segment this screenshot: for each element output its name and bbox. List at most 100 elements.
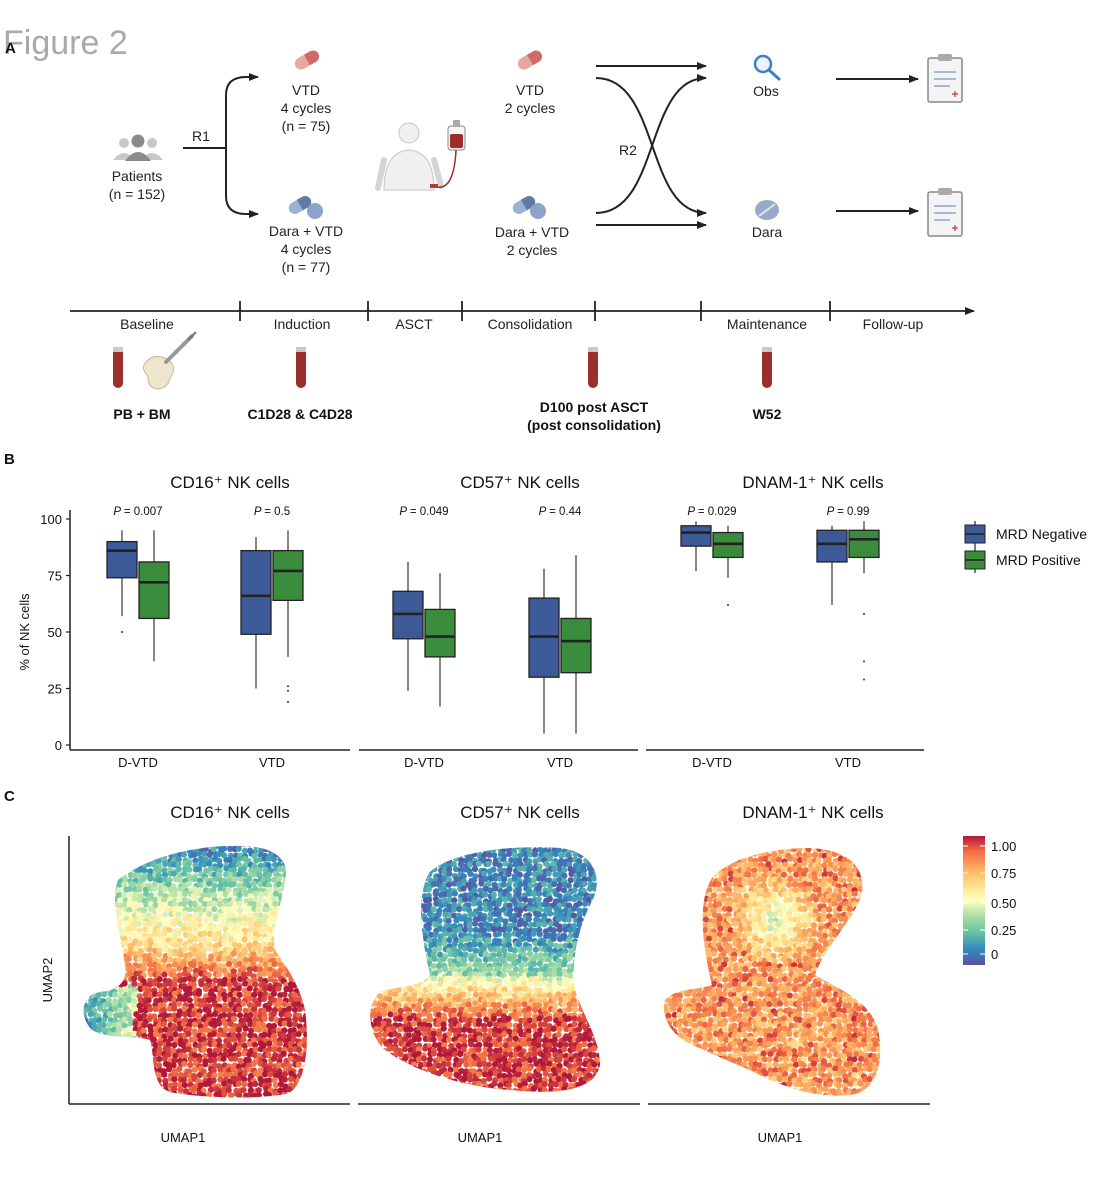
cell-point <box>596 993 600 1000</box>
cell-point <box>357 853 363 859</box>
cell-point <box>305 980 307 988</box>
cell-point <box>491 926 498 933</box>
cell-point <box>96 1017 103 1024</box>
cell-point <box>130 925 137 932</box>
cell-point <box>500 1013 507 1020</box>
cell-point <box>491 1031 498 1038</box>
cell-point <box>491 977 498 984</box>
cell-point <box>167 1091 174 1098</box>
cell-point <box>598 937 600 944</box>
cell-point <box>222 1026 229 1033</box>
cell-point <box>306 1056 307 1063</box>
cell-point <box>461 878 468 885</box>
cell-point <box>450 987 457 994</box>
blood-tube-icon <box>762 347 772 388</box>
cell-point <box>87 1036 95 1043</box>
cell-point <box>592 940 599 948</box>
cell-point <box>216 1007 223 1014</box>
cell-point <box>522 837 528 843</box>
cell-point <box>376 861 383 868</box>
cell-point <box>588 836 594 842</box>
cell-point <box>216 901 223 908</box>
cell-point <box>431 955 438 962</box>
cell-point <box>597 971 600 979</box>
cell-point <box>608 938 614 944</box>
cell-point <box>96 1026 103 1033</box>
cell-point <box>83 912 89 919</box>
consol-vtd-line2: 2 cycles <box>505 100 556 116</box>
cell-point <box>306 1060 307 1067</box>
cell-point <box>295 1061 302 1068</box>
cell-point <box>195 990 202 998</box>
cell-point <box>95 1047 103 1054</box>
umap-axes <box>68 836 930 1105</box>
cell-point <box>357 866 363 872</box>
cell-point <box>531 1045 538 1053</box>
cell-point <box>181 996 188 1003</box>
cell-point <box>111 1066 118 1073</box>
cell-point <box>148 1102 154 1108</box>
cell-point <box>585 912 592 919</box>
cell-point <box>133 945 140 952</box>
cell-point <box>567 972 574 979</box>
cell-point <box>603 958 609 964</box>
cell-point <box>211 1041 218 1048</box>
cell-point <box>102 962 109 969</box>
cell-point <box>286 953 293 960</box>
cell-point <box>308 867 314 873</box>
cell-point <box>96 968 103 975</box>
cell-point <box>387 838 393 844</box>
cell-point <box>363 926 369 932</box>
cell-point <box>181 1011 189 1018</box>
cell-point <box>271 936 278 943</box>
cell-point <box>361 1002 367 1008</box>
cell-point <box>425 925 432 932</box>
cell-point <box>276 1046 283 1053</box>
outlier-point <box>863 678 865 681</box>
cell-point <box>402 853 409 860</box>
cell-point <box>200 861 208 868</box>
cell-point <box>72 1011 78 1017</box>
cell-point <box>531 1006 539 1014</box>
cell-point <box>112 1037 119 1044</box>
cell-point <box>361 981 367 987</box>
cell-point <box>83 935 88 942</box>
chart-title-cd16: CD16⁺ NK cells <box>170 473 290 492</box>
cell-point <box>301 848 307 855</box>
cell-point <box>205 892 212 899</box>
blood-tube-icon <box>588 347 598 388</box>
cell-point <box>227 871 234 879</box>
cell-point <box>361 1053 367 1059</box>
cell-point <box>580 871 588 878</box>
cell-point <box>83 995 88 1003</box>
cell-point <box>181 1005 188 1012</box>
cell-point <box>406 862 413 869</box>
cell-point <box>146 1095 153 1098</box>
cell-point <box>370 860 373 867</box>
cell-point <box>583 956 590 963</box>
cell-point <box>291 1001 298 1008</box>
induction-dara-line1: Dara + VTD <box>269 223 343 239</box>
cell-point <box>161 1090 169 1097</box>
cell-point <box>71 1048 77 1054</box>
cell-point <box>215 971 222 978</box>
cell-point <box>356 877 362 883</box>
cell-point <box>361 1033 367 1039</box>
cell-point <box>181 1102 187 1108</box>
cell-point <box>128 1068 135 1075</box>
cell-point <box>106 1051 113 1058</box>
cell-point <box>361 993 367 999</box>
cell-point <box>306 927 307 934</box>
cell-point <box>586 1012 593 1020</box>
cell-point <box>372 871 379 878</box>
cell-point <box>377 982 384 989</box>
cell-point <box>475 847 482 850</box>
cell-point <box>83 1048 85 1055</box>
cell-point <box>516 837 522 843</box>
cell-point <box>115 1026 123 1033</box>
cell-point <box>370 921 373 929</box>
cell-point <box>161 971 168 978</box>
cell-point <box>397 957 404 964</box>
cell-point <box>375 886 382 893</box>
cell-point <box>73 922 79 928</box>
